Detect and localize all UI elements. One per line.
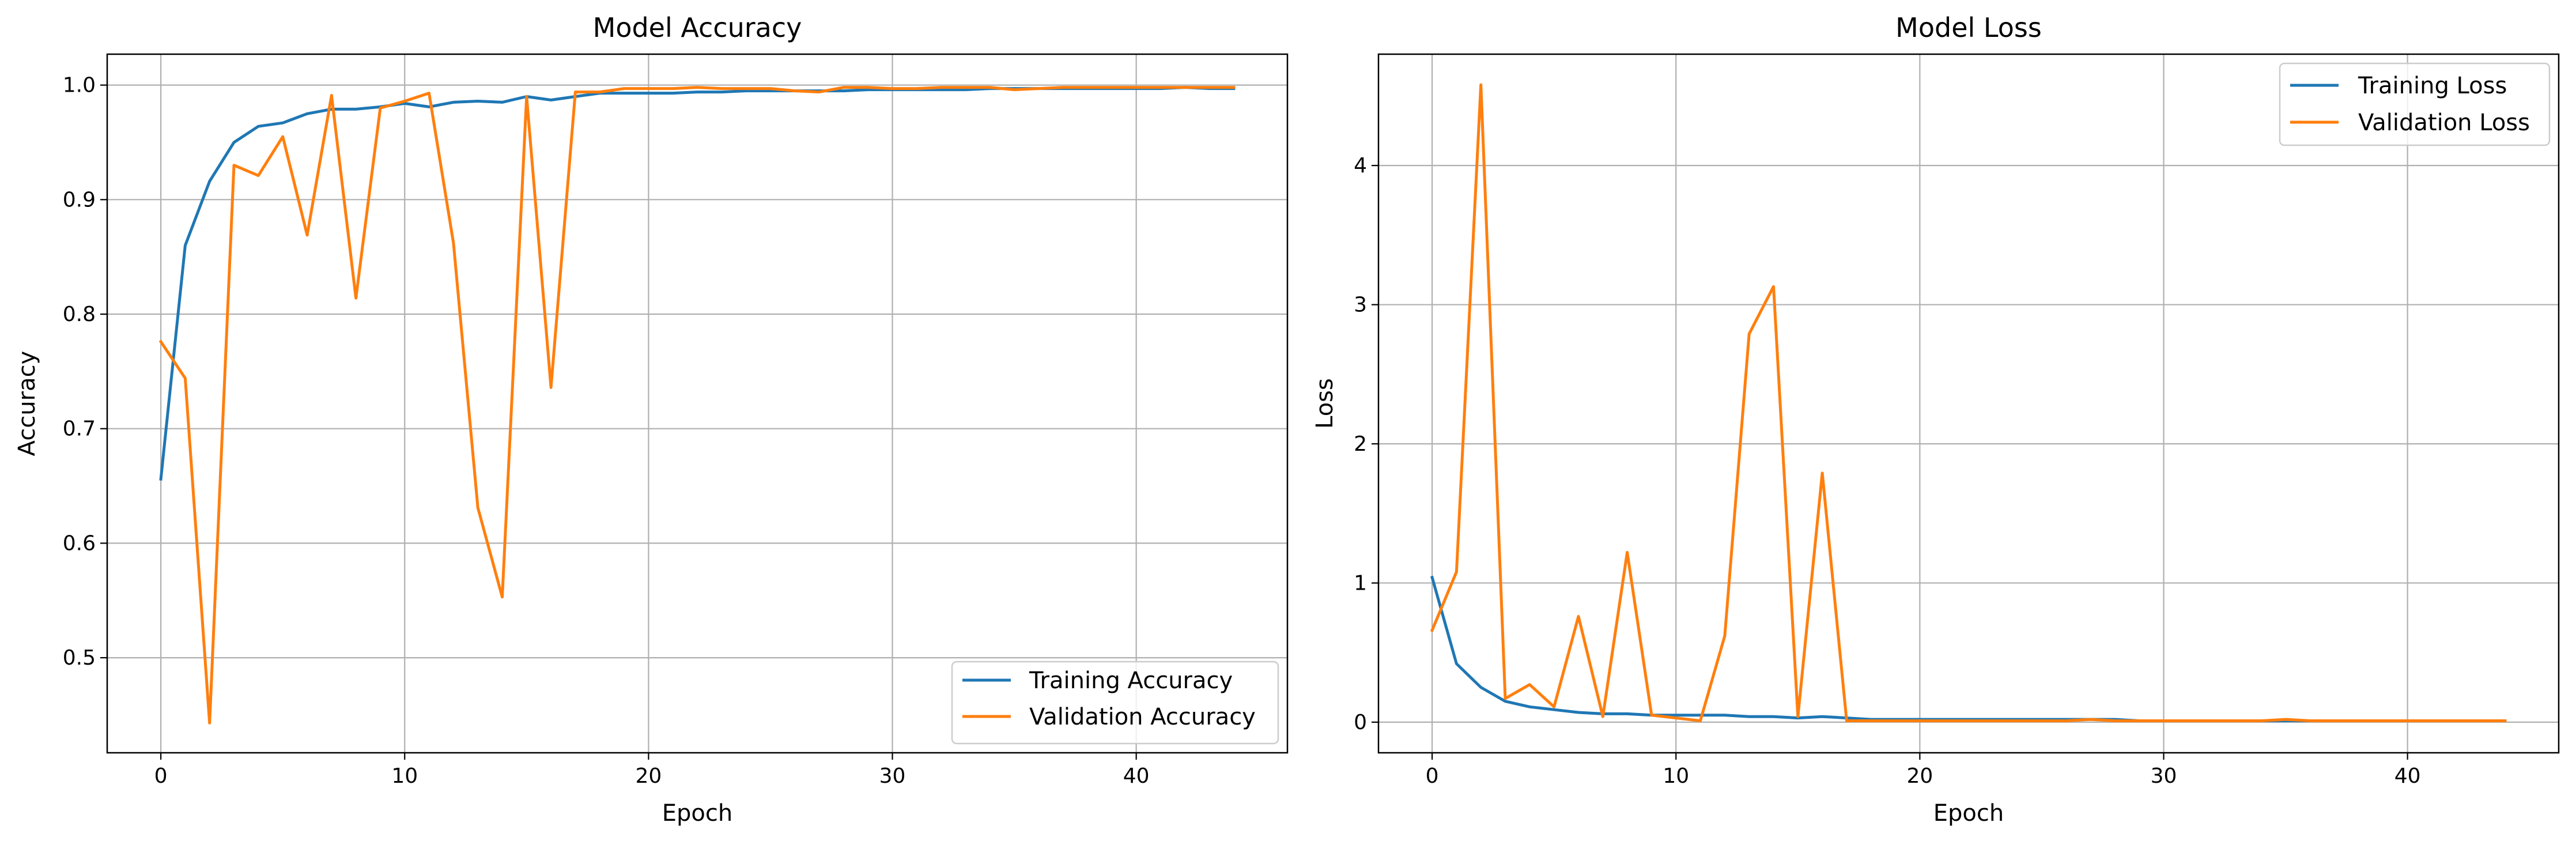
accuracy-grid [107, 54, 1287, 753]
accuracy-chart: 0 10 20 30 40 0.5 0.6 0.7 0.8 0.9 1.0 Model Accura… [14, 12, 1289, 827]
loss-chart: 0 10 20 30 40 0 1 2 3 4 Model Loss Epoch Loss Tra… [1312, 12, 2560, 827]
loss-grid [1378, 54, 2559, 753]
loss-x-tick-label: 10 [1663, 764, 1689, 788]
accuracy-y-tick-label: 1.0 [63, 74, 96, 97]
legend-label-validation-loss: Validation Loss [2358, 110, 2530, 136]
loss-ticks: 0 10 20 30 40 0 1 2 3 4 [1354, 154, 2420, 788]
series-line-validation-accuracy [158, 86, 1236, 725]
accuracy-y-axis-label: Accuracy [14, 351, 40, 457]
loss-x-axis-label: Epoch [1933, 800, 2004, 827]
legend-label-validation-accuracy: Validation Accuracy [1029, 704, 1256, 730]
accuracy-y-tick-label: 0.8 [63, 303, 96, 326]
accuracy-y-tick-label: 0.9 [63, 188, 96, 212]
loss-x-tick-label: 0 [1426, 764, 1439, 788]
loss-y-tick-label: 0 [1354, 711, 1367, 734]
accuracy-x-tick-label: 40 [1123, 764, 1150, 788]
accuracy-legend: Training Accuracy Validation Accuracy [951, 661, 1279, 745]
accuracy-legend-box [951, 661, 1279, 745]
loss-x-tick-label: 30 [2151, 764, 2177, 788]
accuracy-x-tick-label: 30 [879, 764, 906, 788]
legend-label-training-loss: Training Loss [2358, 73, 2507, 99]
loss-chart-title: Model Loss [1895, 12, 2042, 43]
loss-plot-area [1378, 54, 2559, 753]
accuracy-y-tick-label: 0.6 [63, 531, 96, 555]
accuracy-y-tick-label: 0.5 [63, 646, 96, 670]
loss-legend: Training Loss Validation Loss [2279, 62, 2551, 146]
legend-label-training-accuracy: Training Accuracy [1029, 667, 1233, 694]
accuracy-x-axis-label: Epoch [662, 800, 732, 827]
accuracy-chart-title: Model Accuracy [593, 12, 802, 43]
accuracy-x-tick-label: 20 [635, 764, 662, 788]
loss-y-tick-label: 1 [1354, 571, 1367, 595]
accuracy-plot-area [107, 54, 1287, 753]
accuracy-y-tick-label: 0.7 [63, 417, 96, 441]
loss-y-tick-label: 2 [1354, 432, 1367, 456]
accuracy-plot-frame [106, 53, 1289, 754]
accuracy-x-tick-label: 0 [154, 764, 168, 788]
loss-y-tick-label: 4 [1354, 154, 1367, 178]
loss-series-layer [1430, 83, 2507, 722]
loss-y-tick-label: 3 [1354, 293, 1367, 317]
loss-x-tick-label: 20 [1906, 764, 1933, 788]
loss-x-tick-label: 40 [2394, 764, 2421, 788]
accuracy-x-tick-label: 10 [391, 764, 418, 788]
loss-y-axis-label: Loss [1312, 378, 1338, 429]
loss-plot-frame [1377, 53, 2560, 754]
accuracy-ticks: 0 10 20 30 40 0.5 0.6 0.7 0.8 0.9 1.0 [63, 74, 1150, 788]
series-line-validation-loss [1430, 83, 2507, 722]
accuracy-series-layer [158, 86, 1236, 725]
loss-legend-box [2279, 62, 2551, 146]
